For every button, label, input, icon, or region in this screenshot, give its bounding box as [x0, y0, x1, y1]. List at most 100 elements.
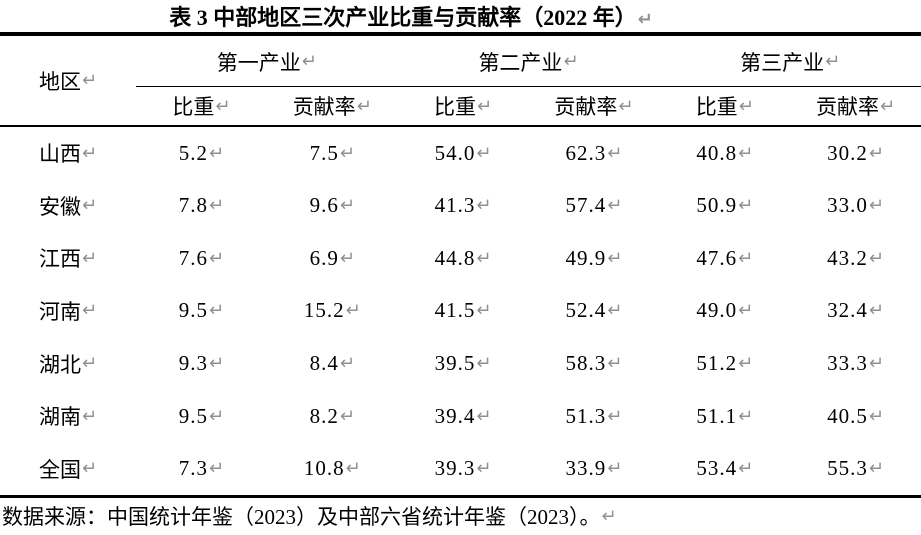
return-mark-icon: ↵ [476, 353, 492, 375]
return-mark-icon: ↵ [81, 70, 98, 91]
header-group-tertiary-industry: 第三产业 ↵ [740, 50, 841, 75]
return-mark-icon: ↵ [868, 353, 884, 375]
return-mark-icon: ↵ [738, 247, 754, 269]
value-cell: 51.2 ↵ [696, 351, 754, 376]
value-cell: 62.3 ↵ [565, 140, 623, 165]
subheader-share-3: 比重 ↵ [695, 95, 754, 119]
header-bottom-rule [0, 125, 921, 127]
value-cell: 33.3 ↵ [827, 351, 884, 376]
return-mark-icon: ↵ [208, 247, 225, 269]
return-mark-icon: ↵ [215, 95, 231, 117]
return-mark-icon: ↵ [345, 300, 361, 322]
header-inner-rule [136, 86, 921, 87]
value-cell: 55.3 ↵ [827, 456, 884, 481]
return-mark-icon: ↵ [208, 458, 225, 480]
return-mark-icon: ↵ [476, 247, 492, 269]
return-mark-icon: ↵ [738, 353, 754, 375]
return-mark-icon: ↵ [738, 458, 754, 480]
return-mark-icon: ↵ [618, 95, 634, 117]
value-cell: 40.5 ↵ [827, 403, 884, 428]
return-mark-icon: ↵ [563, 51, 579, 72]
value-cell: 32.4 ↵ [827, 298, 884, 323]
return-mark-icon: ↵ [868, 247, 884, 269]
region-cell: 山西 ↵ [38, 142, 98, 167]
return-mark-icon: ↵ [738, 405, 754, 427]
value-cell: 10.8 ↵ [303, 456, 361, 481]
region-cell: 湖北 ↵ [38, 352, 98, 377]
return-mark-icon: ↵ [208, 405, 225, 427]
source-note-row: 数据来源：中国统计年鉴（2023）及中部六省统计年鉴（2023）。 ↵ [0, 498, 921, 534]
return-mark-icon: ↵ [339, 405, 355, 427]
table-title-text: 表 3 中部地区三次产业比重与贡献率（2022 年） [169, 5, 637, 30]
value-cell: 41.3 ↵ [434, 193, 492, 218]
value-cell: 8.2 ↵ [309, 403, 355, 428]
value-cell: 49.0 ↵ [696, 298, 754, 323]
return-mark-icon: ↵ [339, 247, 355, 269]
return-mark-icon: ↵ [208, 195, 225, 217]
value-cell: 9.6 ↵ [309, 193, 355, 218]
return-mark-icon: ↵ [637, 9, 653, 30]
value-cell: 39.4 ↵ [434, 403, 492, 428]
return-mark-icon: ↵ [738, 300, 754, 322]
return-mark-icon: ↵ [476, 300, 492, 322]
value-cell: 57.4 ↵ [565, 193, 623, 218]
subheader-share-2: 比重 ↵ [434, 95, 493, 119]
value-cell: 58.3 ↵ [565, 351, 623, 376]
value-cell: 41.5 ↵ [434, 298, 492, 323]
return-mark-icon: ↵ [339, 142, 355, 164]
value-cell: 39.5 ↵ [434, 351, 492, 376]
table-title-row: 表 3 中部地区三次产业比重与贡献率（2022 年）↵ [0, 0, 822, 32]
return-mark-icon: ↵ [601, 505, 617, 527]
return-mark-icon: ↵ [738, 142, 754, 164]
value-cell: 33.0 ↵ [827, 193, 884, 218]
region-cell: 湖南 ↵ [38, 405, 98, 430]
value-cell: 30.2 ↵ [827, 140, 884, 165]
subheader-contribution-1: 贡献率 ↵ [292, 95, 372, 119]
value-cell: 9.5 ↵ [178, 298, 225, 323]
return-mark-icon: ↵ [476, 195, 492, 217]
region-cell: 河南 ↵ [38, 299, 98, 324]
return-mark-icon: ↵ [476, 142, 492, 164]
subheader-contribution-2: 贡献率 ↵ [554, 95, 634, 119]
return-mark-icon: ↵ [476, 405, 492, 427]
header-group-secondary-industry: 第二产业 ↵ [478, 50, 579, 75]
return-mark-icon: ↵ [607, 300, 623, 322]
value-cell: 52.4 ↵ [565, 298, 623, 323]
return-mark-icon: ↵ [301, 51, 317, 72]
table-header: 地区 ↵ 第一产业 ↵ 第二产业 ↵ 第三产业 ↵ 比重 ↵ 贡献率 ↵ 比重 ↵ 贡献率 ↵ … [0, 36, 921, 125]
value-cell: 51.3 ↵ [565, 403, 623, 428]
return-mark-icon: ↵ [81, 195, 98, 217]
value-cell: 51.1 ↵ [696, 403, 754, 428]
region-cell: 安徽 ↵ [38, 194, 98, 219]
value-cell: 50.9 ↵ [696, 193, 754, 218]
return-mark-icon: ↵ [868, 405, 884, 427]
return-mark-icon: ↵ [208, 300, 225, 322]
region-cell: 全国 ↵ [38, 457, 98, 482]
value-cell: 47.6 ↵ [696, 245, 754, 270]
value-cell: 5.2 ↵ [178, 140, 225, 165]
value-cell: 15.2 ↵ [303, 298, 361, 323]
return-mark-icon: ↵ [81, 247, 98, 269]
value-cell: 6.9 ↵ [309, 245, 355, 270]
return-mark-icon: ↵ [607, 247, 623, 269]
value-cell: 33.9 ↵ [565, 456, 623, 481]
return-mark-icon: ↵ [868, 300, 884, 322]
return-mark-icon: ↵ [81, 458, 98, 480]
subheader-contribution-3: 贡献率 ↵ [816, 95, 896, 119]
table-body: 山西 ↵ 5.2 ↵ 7.5 ↵ 54.0 ↵ 62.3 ↵ 40.8 ↵ 30.2 ↵ 安徽… [0, 127, 921, 495]
header-region: 地区 ↵ [38, 69, 98, 94]
return-mark-icon: ↵ [607, 353, 623, 375]
subheader-share-1: 比重 ↵ [172, 95, 231, 119]
return-mark-icon: ↵ [868, 142, 884, 164]
return-mark-icon: ↵ [476, 458, 492, 480]
return-mark-icon: ↵ [339, 353, 355, 375]
value-cell: 53.4 ↵ [696, 456, 754, 481]
return-mark-icon: ↵ [825, 51, 841, 72]
return-mark-icon: ↵ [868, 458, 884, 480]
value-cell: 43.2 ↵ [827, 245, 884, 270]
value-cell: 7.8 ↵ [178, 193, 225, 218]
return-mark-icon: ↵ [81, 353, 98, 375]
value-cell: 7.3 ↵ [178, 456, 225, 481]
return-mark-icon: ↵ [607, 405, 623, 427]
